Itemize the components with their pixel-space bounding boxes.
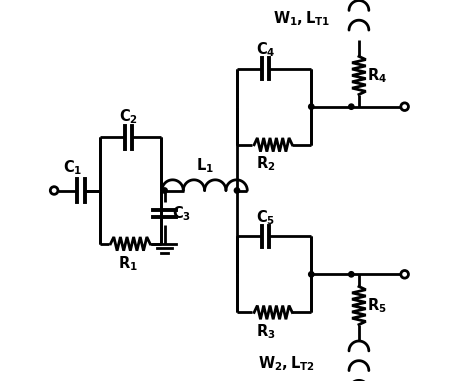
Text: $\mathbf{C_2}$: $\mathbf{C_2}$ — [119, 108, 138, 126]
Circle shape — [162, 188, 167, 193]
Text: $\mathbf{R_3}$: $\mathbf{R_3}$ — [256, 322, 275, 341]
Circle shape — [349, 104, 354, 109]
Text: $\mathbf{W_1, L_{T1}}$: $\mathbf{W_1, L_{T1}}$ — [273, 10, 330, 29]
Circle shape — [309, 272, 314, 277]
Text: $\mathbf{C_5}$: $\mathbf{C_5}$ — [256, 208, 275, 227]
Text: $\mathbf{R_1}$: $\mathbf{R_1}$ — [118, 255, 138, 273]
Text: $\mathbf{C_1}$: $\mathbf{C_1}$ — [63, 158, 82, 177]
Text: $\mathbf{L_1}$: $\mathbf{L_1}$ — [196, 157, 214, 175]
Text: $\mathbf{R_4}$: $\mathbf{R_4}$ — [367, 66, 387, 85]
Circle shape — [309, 104, 314, 109]
Text: $\mathbf{R_2}$: $\mathbf{R_2}$ — [256, 154, 275, 173]
Text: $\mathbf{W_2, L_{T2}}$: $\mathbf{W_2, L_{T2}}$ — [258, 354, 315, 373]
Circle shape — [234, 188, 240, 193]
Text: $\mathbf{C_4}$: $\mathbf{C_4}$ — [256, 40, 275, 59]
Text: $\mathbf{C_3}$: $\mathbf{C_3}$ — [172, 205, 191, 224]
Text: $\mathbf{R_5}$: $\mathbf{R_5}$ — [367, 296, 387, 315]
Circle shape — [349, 272, 354, 277]
